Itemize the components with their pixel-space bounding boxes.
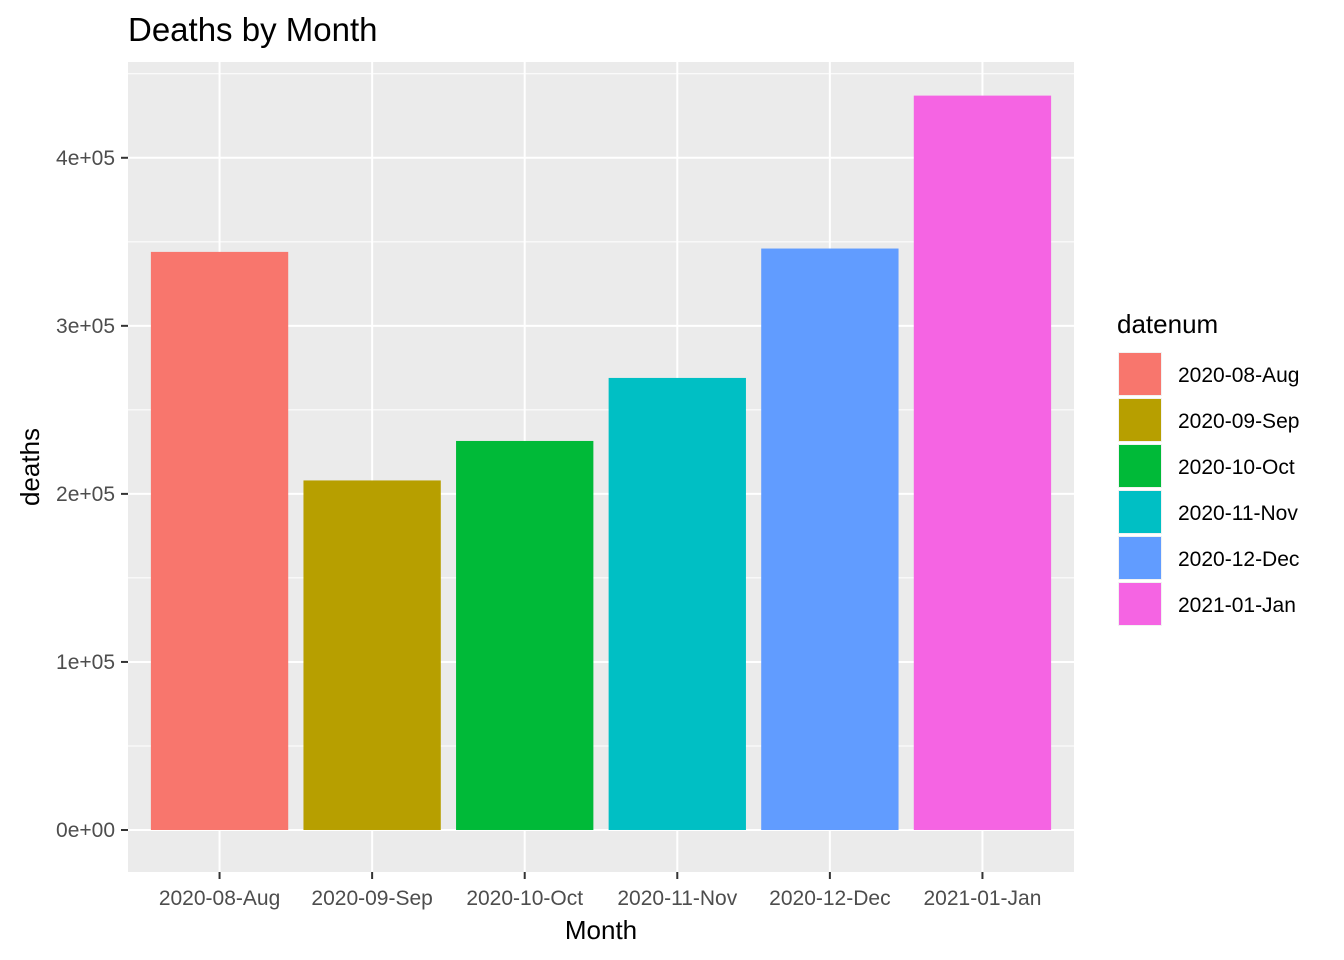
x-tick-label: 2020-12-Dec	[769, 887, 890, 910]
legend-title: datenum	[1117, 309, 1218, 339]
legend: datenum 2020-08-Aug 2020-09-Sep 2020-10-Oc…	[1117, 309, 1299, 626]
legend-key-2020-12-Dec	[1119, 537, 1161, 579]
legend-key-2020-11-Nov	[1119, 491, 1161, 533]
legend-label: 2020-10-Oct	[1178, 456, 1295, 479]
y-tick-label: 3e+05	[56, 315, 115, 338]
bar-2020-12-Dec	[761, 248, 899, 830]
x-axis: 2020-08-Aug 2020-09-Sep 2020-10-Oct 2020-11…	[159, 872, 1041, 910]
y-axis: 0e+00 1e+05 2e+05 3e+05 4e+05	[56, 147, 128, 842]
x-tick-label: 2020-09-Sep	[311, 887, 432, 910]
legend-key-2020-08-Aug	[1119, 353, 1161, 395]
y-axis-title: deaths	[15, 428, 45, 506]
x-axis-title: Month	[565, 915, 637, 945]
x-tick-label: 2020-08-Aug	[159, 887, 280, 910]
bar-2020-10-Oct	[456, 440, 594, 830]
bar-2020-11-Nov	[608, 377, 746, 830]
legend-key-2020-10-Oct	[1119, 445, 1161, 487]
y-tick-label: 4e+05	[56, 147, 115, 170]
y-tick-label: 1e+05	[56, 651, 115, 674]
chart-title: Deaths by Month	[128, 11, 377, 48]
x-tick-label: 2020-10-Oct	[466, 887, 583, 910]
bars	[150, 95, 1052, 830]
x-tick-label: 2021-01-Jan	[923, 887, 1041, 910]
legend-items: 2020-08-Aug 2020-09-Sep 2020-10-Oct 2020-11…	[1118, 352, 1299, 626]
legend-label: 2020-09-Sep	[1178, 410, 1299, 433]
legend-label: 2020-12-Dec	[1178, 548, 1299, 571]
legend-label: 2021-01-Jan	[1178, 594, 1296, 617]
legend-key-2020-09-Sep	[1119, 399, 1161, 441]
y-tick-label: 2e+05	[56, 483, 115, 506]
bar-2020-09-Sep	[303, 480, 441, 830]
bar-2021-01-Jan	[913, 95, 1052, 830]
x-tick-label: 2020-11-Nov	[617, 887, 737, 910]
legend-key-2021-01-Jan	[1119, 583, 1161, 625]
legend-label: 2020-11-Nov	[1178, 502, 1298, 525]
legend-label: 2020-08-Aug	[1178, 364, 1299, 387]
y-tick-label: 0e+00	[56, 819, 115, 842]
bar-2020-08-Aug	[150, 251, 289, 830]
